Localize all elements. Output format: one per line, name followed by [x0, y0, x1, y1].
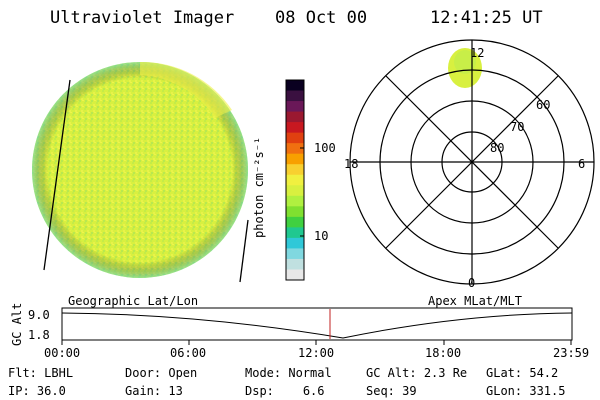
colorbar-tick-10: 10 — [314, 229, 329, 243]
colorbar-segment — [286, 206, 304, 218]
colorbar-segment — [286, 216, 304, 228]
time-tick-2359: 23:59 — [553, 346, 590, 360]
colorbar-segment — [286, 80, 304, 92]
colorbar-unit-label: photon cm⁻²s⁻¹ — [252, 136, 266, 238]
color-scale-bar — [285, 79, 305, 281]
colorbar-segment — [286, 143, 304, 155]
colorbar-segment — [286, 122, 304, 134]
colorbar-segment — [286, 153, 304, 165]
polar-plot — [349, 39, 595, 285]
info-glat: GLat: 54.2 — [486, 366, 559, 380]
colorbar-segment — [286, 164, 304, 176]
timeline-right-caption: Apex MLat/MLT — [428, 294, 522, 308]
colorbar-segment — [286, 174, 304, 186]
polar-lat-60: 60 — [536, 98, 551, 112]
colorbar-segment — [286, 90, 304, 102]
timeline-y-axis-label: GC Alt — [10, 302, 24, 346]
timeline-tick-high: 9.0 — [28, 308, 50, 322]
colorbar-segment — [286, 132, 304, 144]
earth-image — [32, 61, 249, 283]
colorbar-segment — [286, 111, 304, 123]
colorbar-segment — [286, 227, 304, 239]
longitude-line-right — [239, 219, 249, 283]
colorbar-segment — [286, 101, 304, 113]
info-glon: GLon: 331.5 — [486, 384, 566, 398]
time-tick-0600: 06:00 — [170, 346, 207, 360]
altitude-curve — [61, 312, 573, 339]
observation-date: 08 Oct 00 — [275, 8, 368, 28]
time-tick-1800: 18:00 — [425, 346, 462, 360]
colorbar-segment — [286, 269, 304, 281]
polar-lat-80: 80 — [490, 141, 505, 155]
instrument-title: Ultraviolet Imager — [50, 8, 235, 28]
colorbar-segment — [286, 195, 304, 207]
longitude-line-left — [43, 79, 71, 271]
colorbar-tick-100: 100 — [314, 141, 336, 155]
info-ip: IP: 36.0 — [8, 384, 66, 398]
polar-label-0: 0 — [468, 276, 476, 290]
colorbar-frame — [285, 79, 305, 281]
colorbar-segment — [286, 237, 304, 249]
colorbar-segment — [286, 258, 304, 270]
polar-lat-70: 70 — [510, 120, 525, 134]
timeline-left-caption: Geographic Lat/Lon — [68, 294, 199, 308]
timeline-tick-low: 1.8 — [28, 328, 50, 342]
colorbar-segment — [286, 185, 304, 197]
info-gain: Gain: 13 — [125, 384, 183, 398]
observation-time: 12:41:25 UT — [430, 8, 543, 28]
polar-label-6: 6 — [578, 157, 586, 171]
time-tick-0000: 00:00 — [44, 346, 81, 360]
info-seq: Seq: 39 — [366, 384, 417, 398]
info-door: Door: Open — [125, 366, 198, 380]
polar-label-12: 12 — [470, 46, 485, 60]
altitude-timeline — [61, 307, 573, 345]
info-dsp: Dsp: 6.6 — [245, 384, 325, 398]
info-mode: Mode: Normal — [245, 366, 332, 380]
polar-label-18: 18 — [344, 157, 359, 171]
colorbar-segment — [286, 248, 304, 260]
info-flt: Flt: LBHL — [8, 366, 74, 380]
time-tick-1200: 12:00 — [298, 346, 335, 360]
info-gc-alt: GC Alt: 2.3 Re — [366, 366, 468, 380]
